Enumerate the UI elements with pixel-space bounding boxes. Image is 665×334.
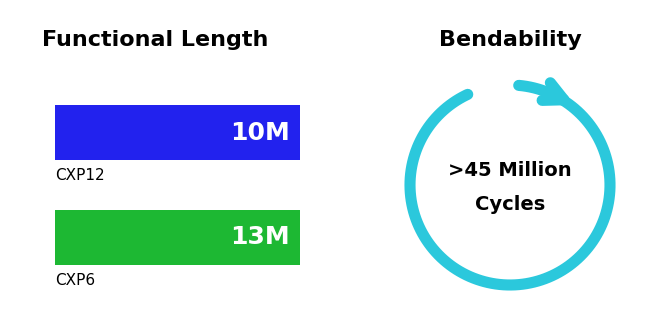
Bar (55, 210, 300, 265)
Text: >45 Million: >45 Million (448, 161, 572, 179)
Text: Functional Length: Functional Length (42, 30, 268, 50)
Text: 10M: 10M (230, 121, 290, 145)
Text: Cycles: Cycles (475, 195, 545, 214)
Text: 13M: 13M (230, 225, 290, 249)
Text: Bendability: Bendability (439, 30, 581, 50)
Bar (55, 105, 300, 160)
Text: CXP6: CXP6 (55, 273, 95, 288)
Text: CXP12: CXP12 (55, 168, 104, 183)
